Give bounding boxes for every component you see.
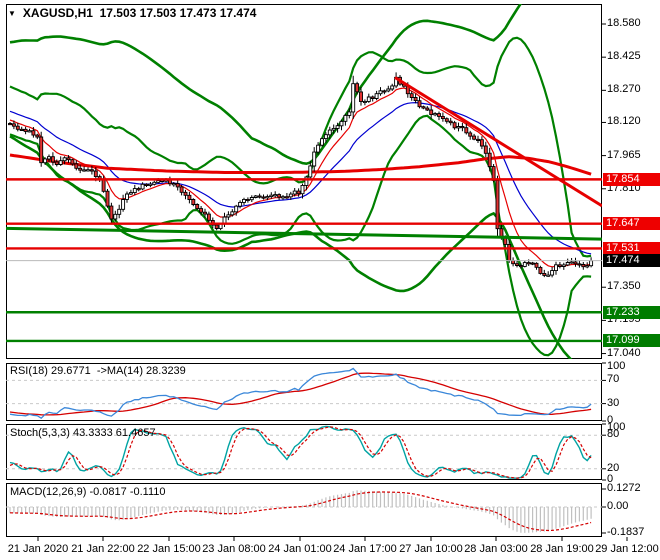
bollinger-upper-band bbox=[9, 36, 592, 258]
price-axis bbox=[602, 23, 606, 534]
chart-title-text: XAGUSD,H1 17.503 17.503 17.473 17.474 bbox=[22, 6, 257, 20]
panel-border bbox=[6, 483, 602, 537]
macd-indicator-label: MACD(12,26,9) -0.0817 -0.1110 bbox=[10, 486, 166, 498]
rsi-ma-line bbox=[9, 372, 592, 416]
rsi-line bbox=[9, 367, 592, 420]
rsi-panel[interactable] bbox=[6, 367, 602, 420]
ma-long-red bbox=[9, 153, 592, 176]
wide-band-upper bbox=[9, 4, 523, 166]
chart-title: ▼ XAGUSD,H1 17.503 17.503 17.473 17.474 bbox=[8, 6, 256, 20]
symbol-dropdown-icon[interactable]: ▼ bbox=[8, 9, 16, 18]
candles-up bbox=[27, 76, 594, 277]
green-trendline[interactable] bbox=[6, 226, 602, 241]
macd-histogram bbox=[9, 490, 592, 533]
stochastic-panel[interactable] bbox=[6, 425, 602, 479]
ma-mid-blue bbox=[9, 101, 592, 255]
bollinger-lower-band bbox=[9, 114, 592, 357]
panel-border bbox=[6, 363, 602, 421]
time-axis bbox=[37, 537, 628, 541]
panel-border bbox=[6, 4, 602, 359]
main-price-panel[interactable] bbox=[6, 0, 602, 378]
macd-panel[interactable] bbox=[6, 490, 602, 533]
red-trendline[interactable] bbox=[394, 76, 602, 208]
stoch-d-line bbox=[9, 426, 592, 479]
rsi-indicator-label: RSI(18) 29.6771 ->MA(14) 28.3239 bbox=[10, 365, 186, 377]
panel-border bbox=[6, 424, 602, 480]
stoch-indicator-label: Stoch(5,3,3) 43.3333 61.4657 bbox=[10, 427, 156, 439]
macd-signal-line bbox=[9, 491, 592, 532]
stoch-k-line bbox=[9, 425, 592, 479]
candles-down bbox=[8, 76, 586, 276]
